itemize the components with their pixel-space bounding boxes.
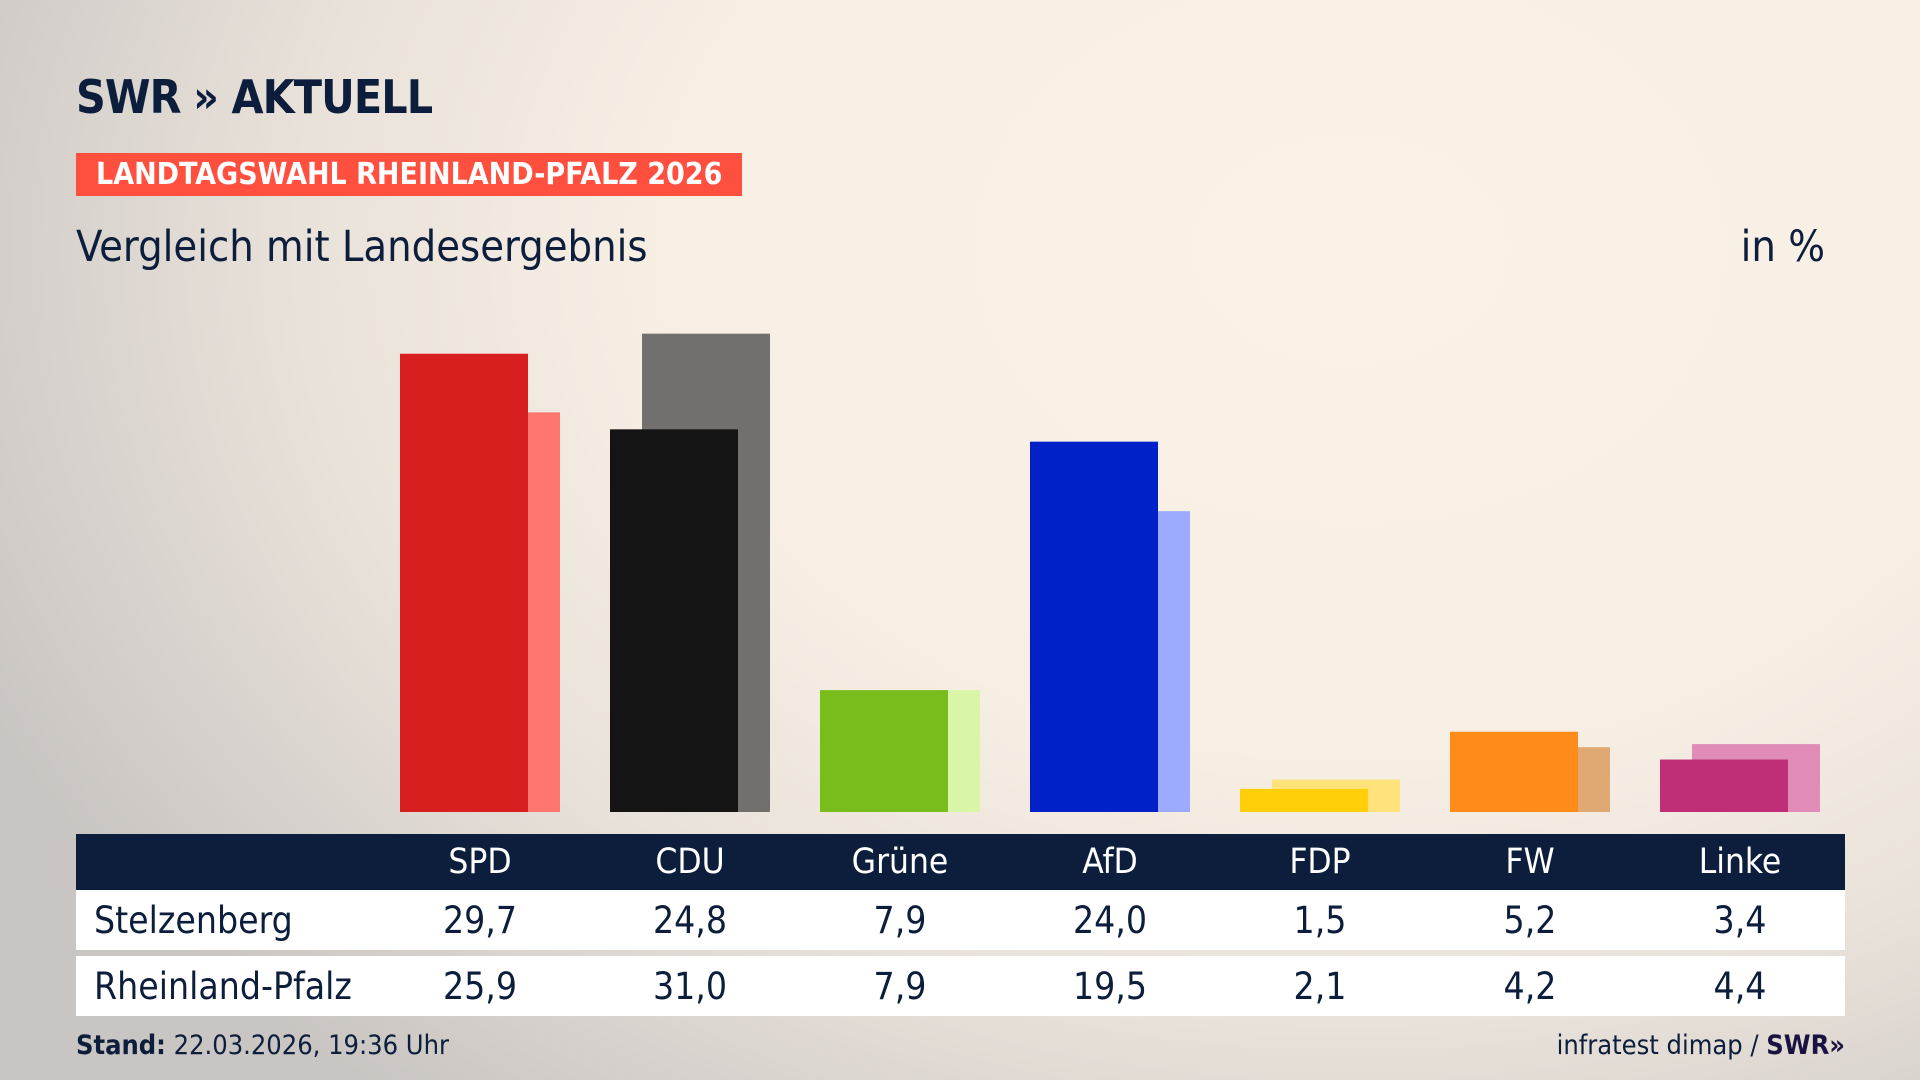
column-header: FW (1505, 842, 1555, 882)
table-cell: 4,2 (1503, 964, 1557, 1008)
logo-name: AKTUELL (231, 70, 433, 124)
bar-fw-local (1450, 731, 1578, 812)
table-cell: 19,5 (1072, 964, 1148, 1008)
bar-afd-local (1030, 441, 1158, 812)
swr-logo: SWR» (1766, 1030, 1845, 1061)
table-cell: 4,4 (1713, 964, 1767, 1008)
table-row: Stelzenberg 29,7 24,8 7,9 24,0 1,5 5,2 3,4 (76, 890, 1845, 950)
column-header: FDP (1289, 842, 1351, 882)
row-label: Rheinland-Pfalz (94, 964, 352, 1008)
table-cell: 25,9 (442, 964, 518, 1008)
column-header: CDU (655, 842, 725, 882)
election-banner: LANDTAGSWAHL RHEINLAND-PFALZ 2026 (76, 153, 743, 196)
stand-label: Stand: (76, 1030, 166, 1061)
logo-brand: SWR (76, 70, 182, 124)
unit-label: in % (1740, 222, 1825, 272)
bar-spd-local (400, 353, 528, 812)
bar-grüne-local (820, 690, 948, 812)
bar-cdu-local (610, 429, 738, 812)
table-header: SPD CDU Grüne AfD FDP FW Linke (76, 834, 1845, 890)
table-cell: 2,1 (1293, 964, 1347, 1008)
table-cell: 5,2 (1503, 898, 1557, 942)
row-label: Stelzenberg (94, 898, 293, 942)
source: infratest dimap / SWR» (1557, 1030, 1845, 1061)
table-cell: 3,4 (1713, 898, 1767, 942)
table-cell: 24,8 (652, 898, 728, 942)
table-cell: 31,0 (652, 964, 728, 1008)
column-header: Linke (1698, 842, 1782, 882)
swr-aktuell-logo: SWR» AKTUELL (76, 70, 433, 124)
bar-linke-local (1660, 759, 1788, 812)
table-cell: 7,9 (873, 964, 927, 1008)
table-cell: 24,0 (1072, 898, 1148, 942)
chart-subtitle: Vergleich mit Landesergebnis (76, 222, 648, 272)
table-row: Rheinland-Pfalz 25,9 31,0 7,9 19,5 2,1 4,2 4,4 (76, 956, 1845, 1016)
table-cell: 7,9 (873, 898, 927, 942)
column-header: Grüne (851, 842, 949, 882)
source-text: infratest dimap / (1556, 1030, 1759, 1061)
timestamp: Stand: 22.03.2026, 19:36 Uhr (76, 1030, 449, 1061)
table-cell: 29,7 (442, 898, 518, 942)
bar-chart (400, 333, 1820, 812)
bar-fdp-local (1240, 788, 1368, 812)
stand-value: 22.03.2026, 19:36 Uhr (173, 1030, 449, 1061)
table-cell: 1,5 (1293, 898, 1347, 942)
column-header: AfD (1082, 842, 1138, 882)
column-header: SPD (448, 842, 512, 882)
